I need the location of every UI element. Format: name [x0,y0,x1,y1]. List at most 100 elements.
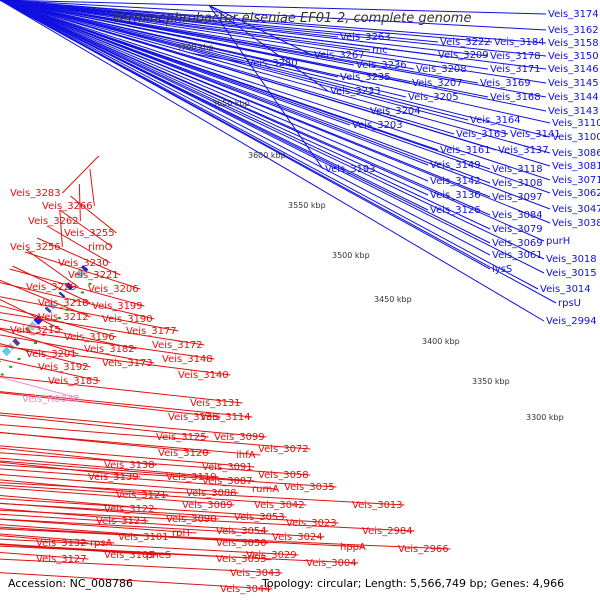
gene-label-reverse: Veis_3173 [102,358,153,369]
label-leader-line [0,0,339,38]
label-leader-line [0,0,545,242]
gene-label-forward: rnc [372,45,388,56]
gene-label-forward: Veis_3014 [540,284,591,295]
gene-label-forward: Veis_3280 [247,58,298,69]
label-leader-line [0,502,219,520]
feature-block [80,264,89,272]
label-leader-line [0,391,253,418]
label-leader-line [0,414,209,438]
gene-label-forward: Veis_3144 [548,92,599,103]
label-leader-line [0,412,267,438]
label-leader-line [0,445,255,468]
label-leader-line [0,572,273,590]
gene-label-forward: Veis_3161 [440,145,491,156]
gene-label-reverse: Veis_3256 [10,242,61,253]
gene-label-reverse: Veis_3119 [166,472,217,483]
feature-block [65,282,74,291]
label-leader-line [188,52,246,64]
gene-label-reverse: Veis_3148 [162,354,213,365]
gene-label-forward: Veis_3171 [490,64,541,75]
label-leader-line [59,209,63,248]
gene-label-reverse: Veis_3114 [200,412,251,423]
gene-label-forward: Veis_3015 [546,268,597,279]
gene-label-reverse: Veis_3201 [26,349,77,360]
label-leader-line [0,0,551,154]
gene-label-forward: Veis_3207 [412,78,463,89]
label-leader-line [0,474,239,494]
gene-label-reverse: Veis_3199 [92,301,143,312]
label-leader-line [0,464,337,488]
gene-label-forward: rpsU [558,298,581,309]
gene-label-forward: Veis_3236 [356,60,407,71]
kbp-tick-label: 3650 kbp [212,99,250,108]
label-leader-line [0,0,479,84]
label-leader-line [0,0,491,198]
label-leader-line [0,0,509,135]
gene-label-forward: Veis_3184 [494,37,545,48]
label-leader-line [0,0,551,138]
kbp-tick-label: 3350 kbp [472,377,510,386]
gene-label-reverse: Veis_3053 [234,512,285,523]
label-leader-line [0,457,219,478]
label-leader-line [0,0,551,124]
label-leader-line [0,509,415,532]
tick-dot [9,365,13,368]
label-leader-line [36,237,121,276]
feature-block [44,306,52,314]
gene-labels-layer: Veis_3174Veis_3162Veis_3158Veis_3150Veis… [10,9,600,595]
label-leader-line [0,543,269,560]
gene-label-reverse: Veis_3192 [38,362,89,373]
gene-label-reverse: hppA [340,542,366,553]
gene-label-forward: Veis_3209 [438,50,489,61]
tick-dot [50,325,54,328]
label-leader-line [0,0,411,84]
gene-label-reverse: Veis_3087 [202,476,253,487]
label-leader-line [0,0,469,121]
gene-label-reverse: Veis_3190 [102,314,153,325]
label-leader-line [59,209,113,248]
label-leader-line [0,345,231,376]
gene-label-reverse: Veis_3004 [306,558,357,569]
gene-label-reverse: Veis_3054 [216,526,267,537]
tick-dot [34,341,38,344]
gene-label-forward: Veis_3086 [552,148,600,159]
gene-label-forward: Veis_3069 [492,238,543,249]
gene-label-forward: Veis_3267 [314,50,365,61]
label-leader-line [0,0,547,84]
tick-dot [73,300,77,303]
kbp-tick-label: 3700 kbp [176,43,214,52]
gene-label-forward: purH [546,236,570,247]
gene-label-forward: Veis_3149 [430,160,481,171]
gene-label-reverse: Veis_3055 [216,554,267,565]
gene-label-forward: Veis_3145 [548,78,599,89]
gene-label-reverse: Veis_3212 [38,312,89,323]
gene-label-reverse: Veis_3196 [64,332,115,343]
gene-label-forward: Veis_3143 [548,106,599,117]
gene-label-reverse: Veis_3177 [126,326,177,337]
kbp-tick-label: 3300 kbp [526,413,564,422]
label-leader-line [0,0,371,51]
gene-label-reverse: Veis_3230 [58,258,109,269]
tick-dot [81,291,85,294]
label-leader-line [0,498,287,518]
gene-label-forward: Veis_3061 [492,250,543,261]
label-leader-line [0,518,325,538]
gene-label-forward: Veis_3038 [552,218,600,229]
gene-label-forward: Veis_3163 [456,129,507,140]
gene-label-reverse: ihfA [236,450,256,461]
label-leader-line [0,327,215,360]
gene-label-reverse: Veis_3088 [186,488,237,499]
gene-label-forward: Veis_3146 [548,64,599,75]
label-leader-line [0,460,255,482]
gene-label-reverse: Veis_3029 [246,550,297,561]
label-leader-line [0,482,405,506]
gene-label-reverse: Veis_3135 [168,412,219,423]
gene-label-reverse: Veis_3266 [42,201,93,212]
label-leader-line [0,0,407,98]
gene-label-forward: Veis_3168 [490,92,541,103]
feature-tracks-layer [0,264,89,363]
label-leader-line [0,524,171,538]
gene-label-forward: lysS [492,264,512,275]
